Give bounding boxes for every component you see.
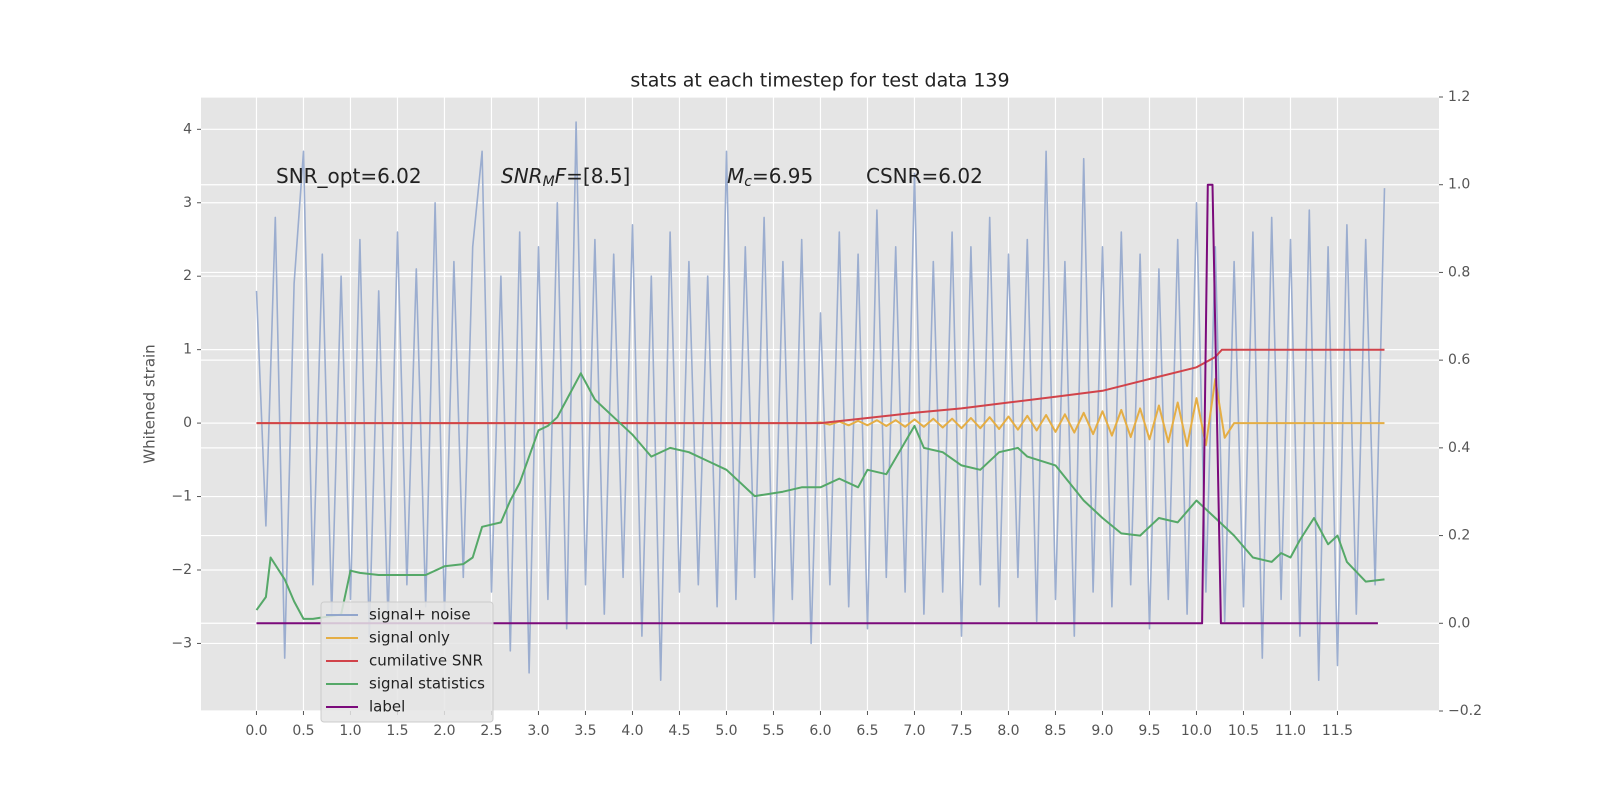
y2-tick-label: 0.0 bbox=[1448, 615, 1470, 631]
y-tick-label: −1 bbox=[171, 489, 192, 505]
x-tick-label: 2.0 bbox=[433, 723, 455, 739]
x-tick-label: 7.0 bbox=[903, 723, 925, 739]
legend-label: cumilative SNR bbox=[369, 652, 483, 670]
x-tick-label: 5.0 bbox=[715, 723, 737, 739]
x-tick-label: 10.0 bbox=[1181, 723, 1212, 739]
y2-tick-label: −0.2 bbox=[1448, 703, 1482, 719]
y-axis-label: Whitened strain bbox=[141, 344, 159, 463]
annotation-part: M bbox=[543, 174, 555, 190]
x-tick-label: 10.5 bbox=[1228, 723, 1259, 739]
y-tick-label: 2 bbox=[183, 268, 192, 284]
legend: signal+ noise signal only cumilative SNR si… bbox=[320, 601, 494, 723]
annotation-part: =6.95 bbox=[752, 164, 813, 188]
y2-tick-label: 0.8 bbox=[1448, 264, 1470, 280]
y-tick-label: 0 bbox=[183, 415, 192, 431]
x-tick-label: 1.0 bbox=[339, 723, 361, 739]
x-tick-label: 5.5 bbox=[762, 723, 784, 739]
annotation: SNRMF=[8.5] bbox=[501, 164, 630, 191]
x-tick-label: 4.0 bbox=[621, 723, 643, 739]
annotation-part: =[8.5] bbox=[566, 164, 630, 188]
annotations: SNR_opt=6.02 SNRMF=[8.5] Mc=6.95 CSNR=6.02 bbox=[276, 164, 983, 191]
y-tick-label: 3 bbox=[183, 195, 192, 211]
chart-title: stats at each timestep for test data 139 bbox=[630, 70, 1009, 92]
y-tick-label: −3 bbox=[171, 635, 192, 651]
annotation-part: F bbox=[555, 164, 567, 188]
x-tick-label: 6.0 bbox=[809, 723, 831, 739]
x-tick-label: 9.5 bbox=[1138, 723, 1160, 739]
annotation-part: CSNR=6.02 bbox=[866, 164, 983, 188]
x-tick-label: 4.5 bbox=[668, 723, 690, 739]
y2-tick-label: 0.6 bbox=[1448, 352, 1470, 368]
legend-label: signal+ noise bbox=[369, 606, 471, 624]
x-tick-label: 7.5 bbox=[950, 723, 972, 739]
y2-tick-label: 1.2 bbox=[1448, 89, 1470, 105]
x-tick-label: 11.0 bbox=[1275, 723, 1306, 739]
x-tick-label: 9.0 bbox=[1091, 723, 1113, 739]
x-tick-label: 6.5 bbox=[856, 723, 878, 739]
annotation: CSNR=6.02 bbox=[866, 164, 983, 188]
y2-tick-label: 1.0 bbox=[1448, 177, 1470, 193]
x-tick-label: 0.5 bbox=[292, 723, 314, 739]
annotation: Mc=6.95 bbox=[727, 164, 813, 191]
annotation-part: M bbox=[727, 164, 744, 188]
x-tick-label: 11.5 bbox=[1322, 723, 1353, 739]
annotation-part: c bbox=[744, 174, 752, 190]
axes: 0.0 0.5 1.0 1.5 2.0 2.5 3.0 3.5 4.0 4.5 5.0 5.5 6.0 6… bbox=[171, 89, 1482, 739]
x-tick-label: 1.5 bbox=[386, 723, 408, 739]
y2-tick-label: 0.2 bbox=[1448, 528, 1470, 544]
x-tick-label: 8.5 bbox=[1044, 723, 1066, 739]
x-tick-label: 8.0 bbox=[997, 723, 1019, 739]
x-tick-label: 3.0 bbox=[527, 723, 549, 739]
legend-label: label bbox=[369, 698, 405, 716]
y-tick-label: 1 bbox=[183, 342, 192, 358]
legend-box bbox=[320, 601, 494, 723]
legend-label: signal statistics bbox=[369, 675, 485, 693]
legend-label: signal only bbox=[369, 629, 450, 647]
y-tick-label: 4 bbox=[183, 121, 192, 137]
x-tick-label: 3.5 bbox=[574, 723, 596, 739]
annotation-part: SNR_opt=6.02 bbox=[276, 164, 422, 188]
series-line bbox=[256, 183, 1378, 625]
annotation-part: SNR bbox=[501, 164, 543, 188]
y-tick-label: −2 bbox=[171, 562, 192, 578]
x-tick-label: 0.0 bbox=[245, 723, 267, 739]
x-tick-label: 2.5 bbox=[480, 723, 502, 739]
annotation: SNR_opt=6.02 bbox=[276, 164, 422, 188]
y2-tick-label: 0.4 bbox=[1448, 440, 1470, 456]
